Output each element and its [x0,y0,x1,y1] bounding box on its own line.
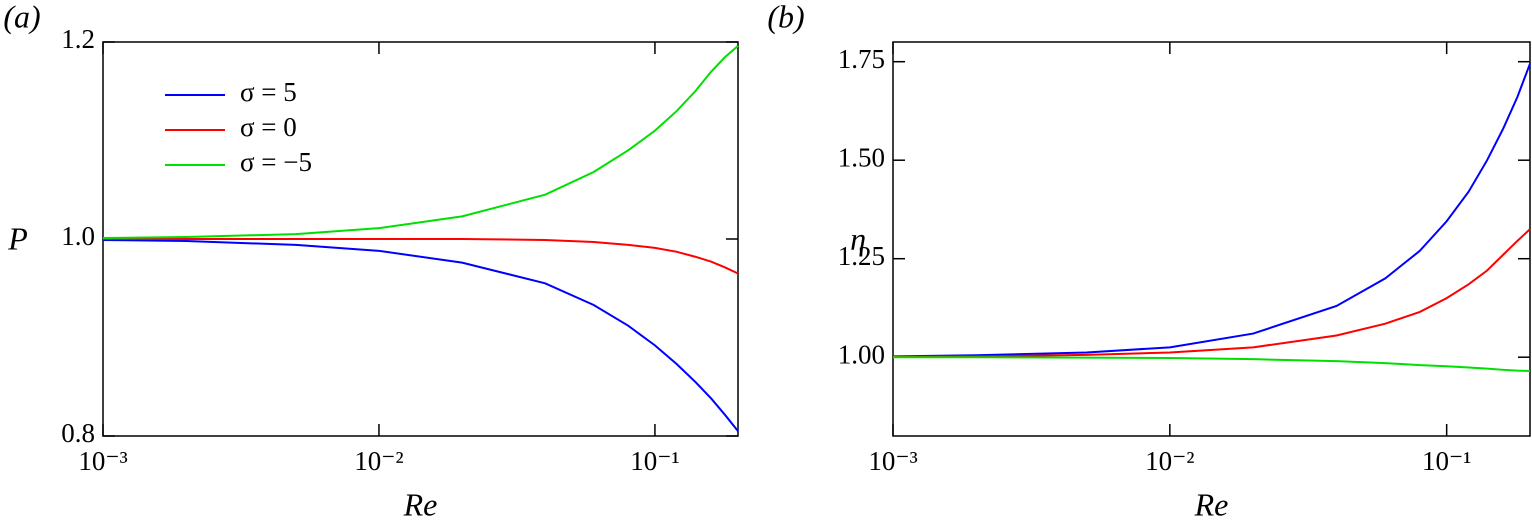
x-tick-label: 10⁻¹ [1422,446,1471,476]
y-tick-label: 1.00 [838,339,885,369]
y-axis-label: η [850,220,866,256]
legend-label: σ = 5 [240,77,297,107]
y-axis-label: P [7,220,28,256]
plot-frame [892,41,1531,437]
panel-label: (a) [3,0,40,34]
data-line [892,63,1531,358]
y-tick-label: 1.2 [61,24,95,54]
legend-label: σ = −5 [240,147,312,177]
panel-label: (b) [767,0,804,34]
x-tick-label: 10⁻³ [868,446,917,476]
x-tick-label: 10⁻¹ [630,446,679,476]
data-line [102,45,739,240]
x-axis-label: Re [403,486,438,522]
data-line [103,238,739,275]
x-axis-label: Re [1194,486,1229,522]
y-tick-label: 1.50 [838,142,885,172]
y-tick-label: 0.8 [61,418,95,448]
x-tick-label: 10⁻² [354,446,403,476]
y-tick-label: 1.75 [838,44,885,74]
x-tick-label: 10⁻² [1145,446,1194,476]
legend-label: σ = 0 [240,112,297,142]
x-tick-label: 10⁻³ [78,446,127,476]
data-line [893,356,1531,372]
y-tick-label: 1.25 [838,241,885,271]
data-line [892,228,1531,358]
y-tick-label: 1.0 [61,221,95,251]
data-line [102,238,739,432]
